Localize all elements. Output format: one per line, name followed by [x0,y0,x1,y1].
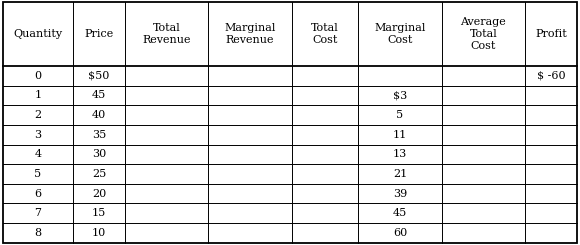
Text: Total
Revenue: Total Revenue [142,23,191,45]
Text: 11: 11 [393,130,407,140]
Text: $ -60: $ -60 [536,71,566,81]
Text: 35: 35 [92,130,106,140]
Text: Quantity: Quantity [13,29,63,39]
Text: 20: 20 [92,189,106,198]
Text: 1: 1 [34,90,42,100]
Text: 45: 45 [393,208,407,218]
Text: 0: 0 [34,71,42,81]
Text: 21: 21 [393,169,407,179]
Text: 6: 6 [34,189,42,198]
Text: 2: 2 [34,110,42,120]
Text: 40: 40 [92,110,106,120]
Text: 39: 39 [393,189,407,198]
Text: 5: 5 [397,110,404,120]
Text: 3: 3 [34,130,42,140]
Text: 25: 25 [92,169,106,179]
Text: 5: 5 [34,169,42,179]
Text: 4: 4 [34,149,42,159]
Text: 13: 13 [393,149,407,159]
Text: Profit: Profit [535,29,567,39]
Text: 7: 7 [34,208,41,218]
Text: 10: 10 [92,228,106,238]
Text: $3: $3 [393,90,407,100]
Text: 8: 8 [34,228,42,238]
Text: $50: $50 [88,71,110,81]
Text: 30: 30 [92,149,106,159]
Text: Marginal
Cost: Marginal Cost [374,23,426,45]
Text: 45: 45 [92,90,106,100]
Text: Average
Total
Cost: Average Total Cost [461,17,506,51]
Text: Price: Price [84,29,114,39]
Text: 15: 15 [92,208,106,218]
Text: Marginal
Revenue: Marginal Revenue [224,23,276,45]
Text: 60: 60 [393,228,407,238]
Text: Total
Cost: Total Cost [311,23,339,45]
